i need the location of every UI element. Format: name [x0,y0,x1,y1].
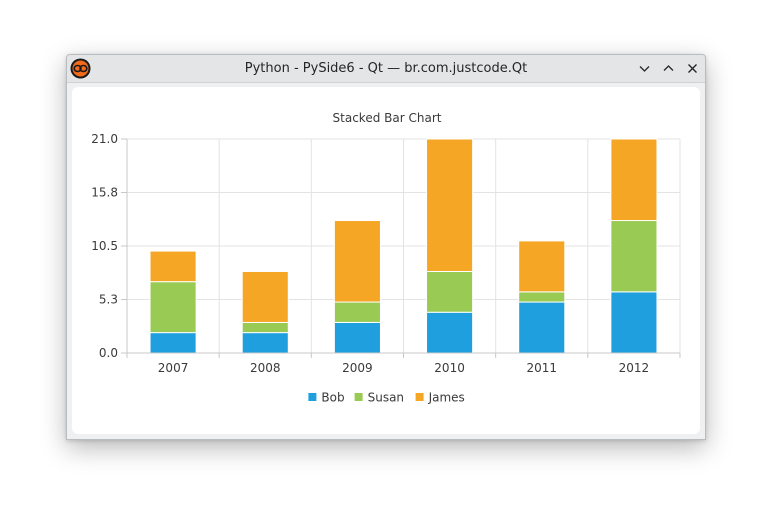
y-tick-label: 0.0 [99,346,118,360]
bar-susan-2009[interactable] [333,301,381,323]
app-icon [70,58,91,79]
x-tick-label: 2008 [250,361,281,375]
bar-bob-2007[interactable] [149,332,197,354]
bar-bob-2009[interactable] [333,321,381,354]
legend-label-james[interactable]: James [428,391,465,405]
axes: 0.0 5.3 10.5 15.8 21.0 2007 2008 2009 2010 2011 20… [91,132,681,375]
y-tick-label: 15.8 [91,186,118,200]
bar-bob-2010[interactable] [426,311,474,354]
window-title: Python - PySide6 - Qt — br.com.justcode.… [244,61,528,76]
x-tick-label: 2011 [526,361,557,375]
legend-label-bob[interactable]: Bob [321,391,344,405]
stacked-bar-chart: Stacked Bar Chart 0.0 5.3 10.5 15.8 21.0 2007… [91,111,681,405]
bar-james-2009[interactable] [333,220,381,303]
bar-susan-2007[interactable] [149,281,197,334]
bar-susan-2011[interactable] [518,291,566,303]
minimize-icon [639,66,650,72]
legend-swatch-bob [308,393,317,401]
close-button[interactable] [683,59,702,78]
chart-title: Stacked Bar Chart [333,111,442,125]
bar-bob-2011[interactable] [518,301,566,354]
legend-label-susan[interactable]: Susan [368,391,404,405]
bar-james-2011[interactable] [518,240,566,293]
x-tick-label: 2012 [619,361,650,375]
grid-lines [126,138,681,354]
chart-view: Stacked Bar Chart 0.0 5.3 10.5 15.8 21.0 2007… [72,87,700,434]
x-tick-label: 2010 [434,361,465,375]
close-icon [688,64,697,73]
bar-susan-2008[interactable] [241,321,289,334]
bar-james-2008[interactable] [241,270,289,323]
bar-bob-2008[interactable] [241,332,289,354]
x-tick-label: 2007 [158,361,189,375]
y-tick-label: 5.3 [99,293,118,307]
bar-susan-2012[interactable] [610,220,658,293]
legend: Bob Susan James [308,391,465,405]
minimize-button[interactable] [635,59,654,78]
bar-susan-2010[interactable] [426,270,474,313]
legend-swatch-susan [354,393,363,401]
legend-swatch-james [415,393,424,401]
y-tick-label: 21.0 [91,132,118,146]
bar-james-2010[interactable] [426,138,474,272]
title-bar[interactable]: Python - PySide6 - Qt — br.com.justcode.… [67,55,705,83]
app-window: Python - PySide6 - Qt — br.com.justcode.… [66,54,706,440]
bar-bob-2012[interactable] [610,291,658,354]
y-tick-label: 10.5 [91,239,118,253]
bar-james-2012[interactable] [610,138,658,222]
x-tick-label: 2009 [342,361,373,375]
maximize-button[interactable] [659,59,678,78]
maximize-icon [663,65,674,71]
bar-james-2007[interactable] [149,250,197,283]
